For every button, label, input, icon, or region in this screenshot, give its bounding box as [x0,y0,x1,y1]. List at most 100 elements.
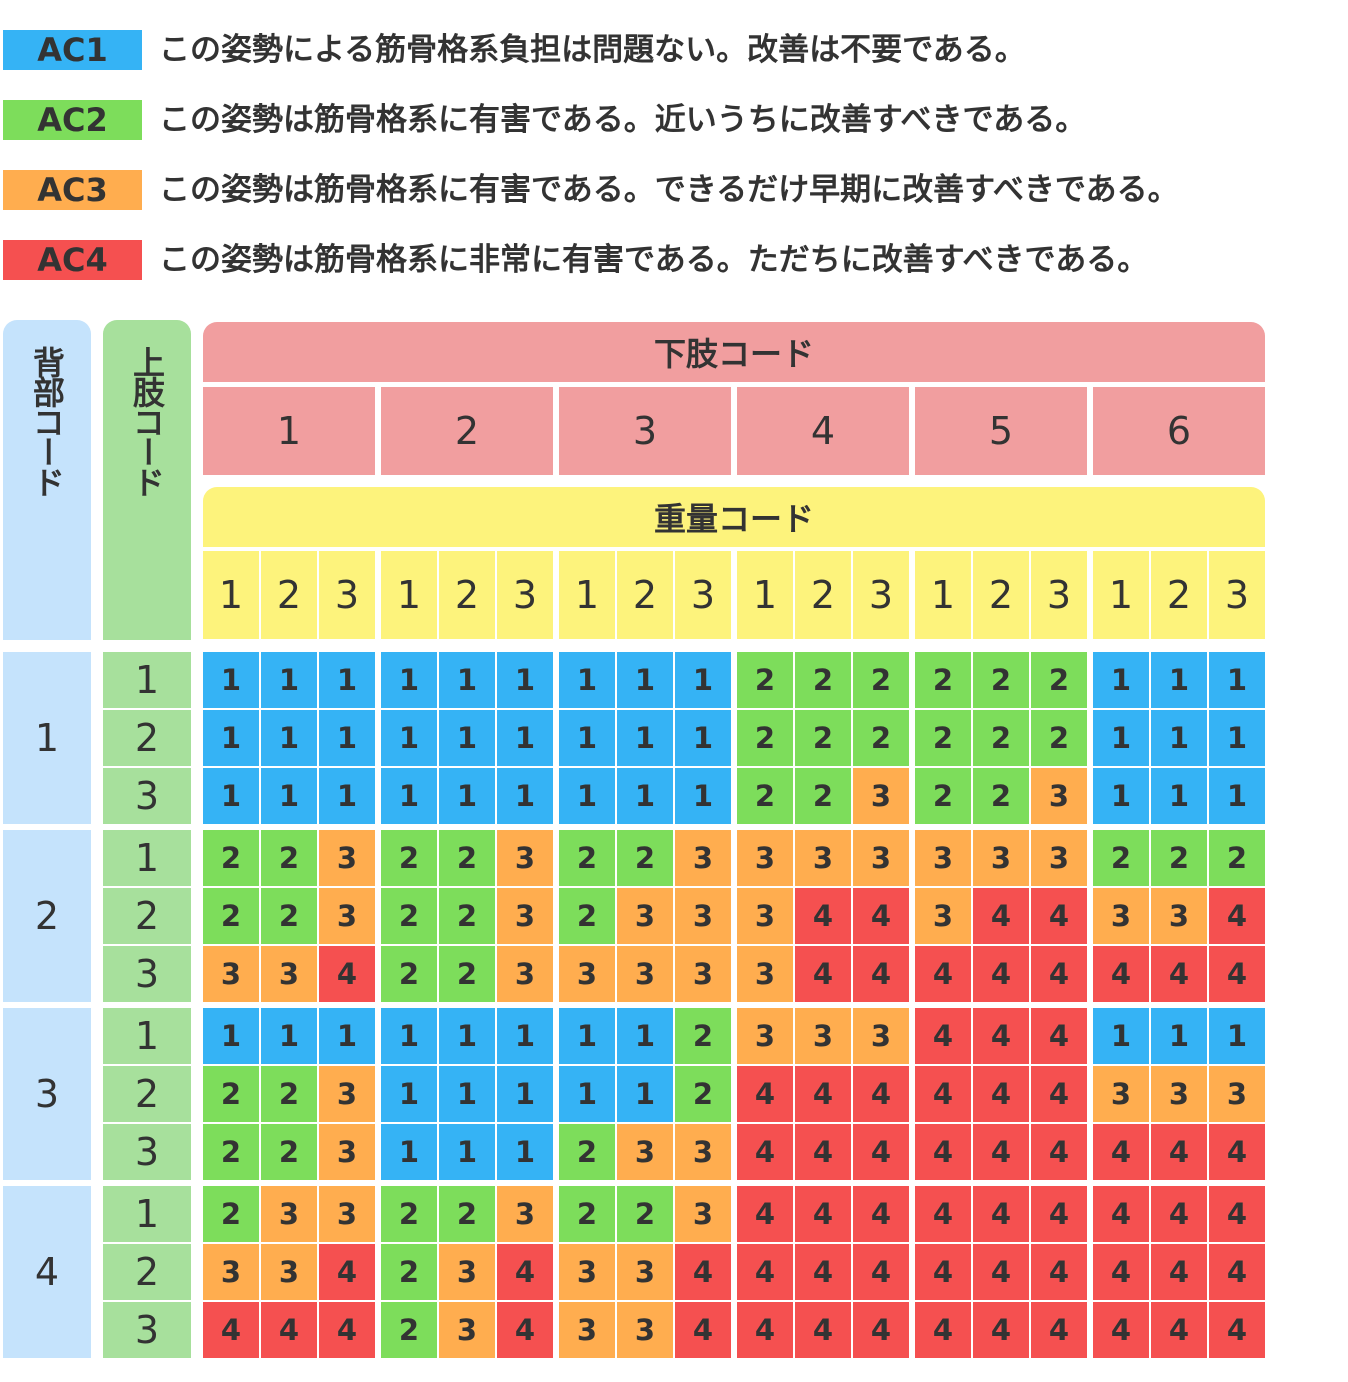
weight-code-3: 3 [675,551,731,639]
arms-code-1: 1 [103,1186,191,1242]
action-category-cell: 4 [915,946,971,1002]
action-category-cell: 4 [1151,1302,1207,1358]
action-category-cell: 4 [737,1302,793,1358]
weight-code-3: 3 [319,551,375,639]
action-category-cell: 3 [915,888,971,944]
action-category-cell: 1 [1093,710,1149,766]
action-category-cell: 3 [1093,888,1149,944]
action-category-cell: 4 [915,1244,971,1300]
back-code-1: 1 [3,652,91,824]
action-category-cell: 1 [439,1066,495,1122]
action-category-cell: 1 [1209,768,1265,824]
action-category-cell: 2 [737,768,793,824]
action-category-cell: 3 [675,830,731,886]
action-category-cell: 1 [1209,1008,1265,1064]
action-category-cell: 4 [795,1186,851,1242]
legs-code-2: 2 [381,387,553,475]
action-category-cell: 4 [1209,1186,1265,1242]
action-category-cell: 1 [319,768,375,824]
action-category-cell: 4 [795,1066,851,1122]
action-category-cell: 3 [675,1124,731,1180]
action-category-cell: 3 [497,946,553,1002]
action-category-cell: 1 [439,768,495,824]
arms-code-2: 2 [103,1244,191,1300]
action-category-cell: 2 [261,1124,317,1180]
action-category-cell: 4 [853,1124,909,1180]
action-category-cell: 2 [675,1008,731,1064]
action-category-cell: 1 [439,1124,495,1180]
action-category-cell: 2 [559,888,615,944]
arms-code-1: 1 [103,652,191,708]
action-category-cell: 1 [559,1066,615,1122]
action-category-cell: 4 [737,1244,793,1300]
arms-code-2: 2 [103,710,191,766]
action-category-cell: 3 [737,888,793,944]
action-category-cell: 1 [497,1124,553,1180]
action-category-cell: 4 [1209,888,1265,944]
weight-code-3: 3 [1031,551,1087,639]
action-category-cell: 2 [1031,652,1087,708]
action-category-cell: 4 [319,1244,375,1300]
action-category-cell: 3 [1151,888,1207,944]
weight-code-2: 2 [795,551,851,639]
action-category-cell: 4 [915,1008,971,1064]
legs-code-6: 6 [1093,387,1265,475]
action-category-cell: 1 [319,1008,375,1064]
action-category-cell: 3 [675,888,731,944]
arms-code-3: 3 [103,768,191,824]
action-category-cell: 3 [203,946,259,1002]
action-category-cell: 1 [203,768,259,824]
action-category-cell: 4 [319,1302,375,1358]
legend-badge: AC1 [3,30,142,70]
action-category-cell: 3 [617,888,673,944]
action-category-cell: 1 [675,710,731,766]
action-category-cell: 1 [261,710,317,766]
action-category-cell: 4 [1209,1244,1265,1300]
action-category-cell: 2 [203,1066,259,1122]
action-category-cell: 3 [1093,1066,1149,1122]
action-category-cell: 2 [795,768,851,824]
arms-code-1: 1 [103,1008,191,1064]
action-category-cell: 4 [915,1124,971,1180]
action-category-cell: 3 [1209,1066,1265,1122]
action-category-cell: 3 [915,830,971,886]
action-category-cell: 1 [319,710,375,766]
action-category-cell: 1 [381,1008,437,1064]
weight-code-1: 1 [203,551,259,639]
action-category-cell: 4 [1151,1186,1207,1242]
back-code-header: 背部コード [3,320,91,640]
action-category-cell: 3 [853,768,909,824]
action-category-cell: 4 [1151,1244,1207,1300]
arms-code-3: 3 [103,946,191,1002]
action-category-cell: 4 [497,1244,553,1300]
action-category-cell: 4 [1031,888,1087,944]
action-category-cell: 4 [973,1186,1029,1242]
action-category-cell: 2 [381,1244,437,1300]
action-category-cell: 3 [853,830,909,886]
legs-code-5: 5 [915,387,1087,475]
action-category-cell: 2 [261,830,317,886]
action-category-cell: 2 [617,830,673,886]
action-category-cell: 2 [853,710,909,766]
action-category-cell: 2 [617,1186,673,1242]
action-category-cell: 4 [853,888,909,944]
action-category-cell: 4 [737,1124,793,1180]
action-category-cell: 4 [1093,946,1149,1002]
action-category-cell: 4 [1093,1186,1149,1242]
action-category-cell: 3 [617,1302,673,1358]
action-category-cell: 4 [1151,946,1207,1002]
action-category-cell: 3 [1031,830,1087,886]
weight-code-2: 2 [617,551,673,639]
action-category-cell: 4 [261,1302,317,1358]
legs-code-4: 4 [737,387,909,475]
action-category-cell: 4 [1209,1302,1265,1358]
action-category-cell: 4 [1093,1302,1149,1358]
action-category-cell: 4 [1031,1008,1087,1064]
weight-code-2: 2 [261,551,317,639]
action-category-cell: 2 [203,830,259,886]
action-category-cell: 1 [381,1066,437,1122]
action-category-cell: 2 [1209,830,1265,886]
action-category-cell: 1 [559,652,615,708]
action-category-cell: 4 [795,946,851,1002]
action-category-cell: 4 [973,946,1029,1002]
